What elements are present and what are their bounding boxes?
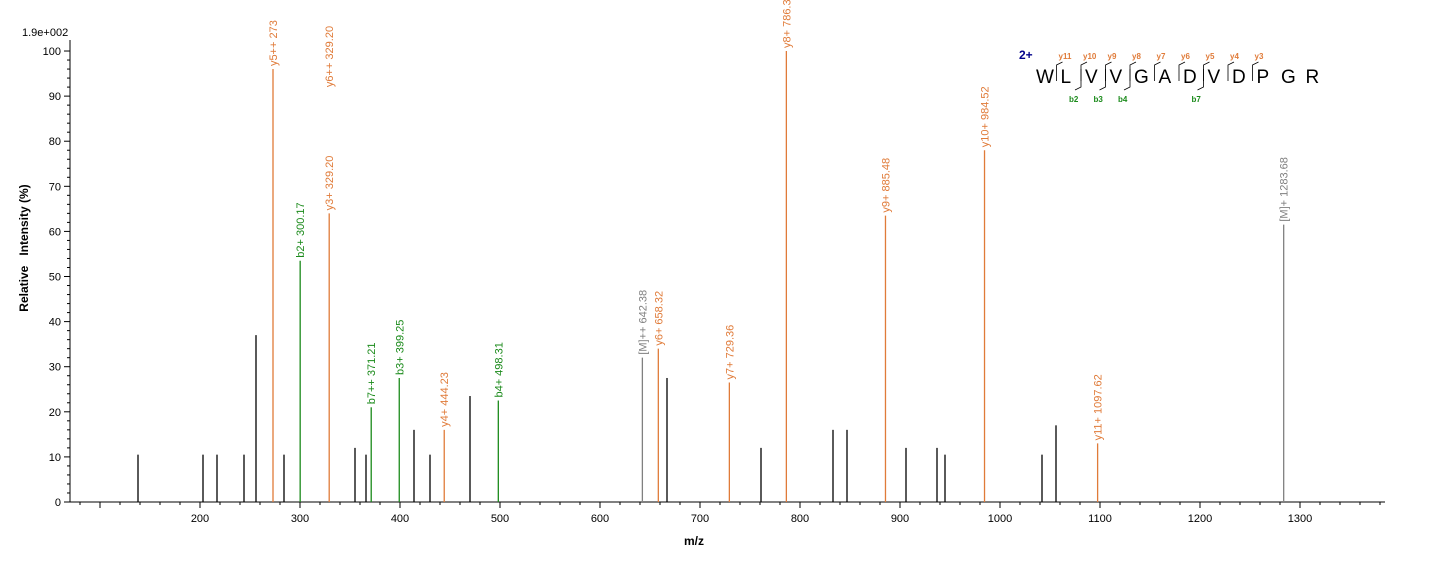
sequence-residue: A: [1159, 67, 1172, 88]
x-tick-label: 700: [691, 513, 709, 525]
x-tick-label: 500: [491, 513, 509, 525]
y-tick-label: 50: [49, 272, 61, 284]
peak-label: y9+ 885.48: [880, 158, 892, 213]
x-axis-title: m/z: [684, 534, 704, 548]
sequence-residue: L: [1061, 67, 1072, 88]
peak-label: y7+ 729.36: [724, 325, 736, 380]
peak-labels: y5++ 273 b2+ 300.17 y3+ 329.20 b7++ 371.21 b…: [268, 0, 1291, 440]
y-tick-label: 70: [49, 181, 61, 193]
b-ion-bracket: [1074, 69, 1082, 91]
y-tick-label: 90: [49, 91, 61, 103]
y-ion-label: y3: [1255, 52, 1264, 61]
y-ion-label: y11: [1059, 52, 1072, 61]
y-axis-title: Relative Intensity (%): [17, 184, 31, 311]
sequence-residue: R: [1306, 67, 1320, 88]
y-ion-label: y4: [1230, 52, 1239, 61]
peak-label: b3+ 399.25: [394, 320, 406, 375]
peak-label: b7++ 371.21: [366, 342, 378, 404]
charge-label: 2+: [1019, 48, 1033, 62]
peak-label: y8+ 786.36: [781, 0, 793, 48]
sequence-residue: V: [1110, 67, 1123, 88]
peak-label: [M]++ 642.38: [637, 290, 649, 355]
peak-label: [M]+ 1283.68: [1279, 157, 1291, 222]
y-ion-label: y10: [1083, 52, 1097, 61]
y-tick-label: 100: [43, 46, 61, 58]
y-tick-label: 30: [49, 362, 61, 374]
y-ion-bracket: [1227, 61, 1235, 81]
x-tick-label: 1100: [1088, 513, 1112, 525]
x-tick-label: 1200: [1188, 513, 1212, 525]
y-tick-label: 0: [55, 497, 61, 509]
b-ion-label: b2: [1069, 95, 1079, 104]
y-tick-label: 40: [49, 317, 61, 329]
y-ion-label: y8: [1132, 52, 1141, 61]
peak-label: y11+ 1097.62: [1093, 374, 1105, 440]
peak-label: y6++ 329.20: [324, 26, 336, 87]
b-ion-label: b4: [1118, 95, 1128, 104]
b-ion-bracket: [1197, 69, 1204, 91]
peak-label: b2+ 300.17: [295, 202, 307, 257]
b-ion-bracket: [1123, 69, 1131, 91]
x-tick-label: 900: [891, 513, 909, 525]
y-ion-bracket: [1056, 61, 1063, 81]
y-ion-bracket: [1252, 61, 1259, 81]
sequence-residue: D: [1183, 67, 1197, 88]
peak-label: y10+ 984.52: [980, 86, 992, 147]
b-ion-label: b3: [1094, 95, 1104, 104]
y-ion-bracket: [1154, 61, 1161, 81]
x-tick-label: 1000: [988, 513, 1012, 525]
y-tick-label: 60: [49, 226, 61, 238]
sequence-residue: P: [1257, 67, 1270, 88]
peak-label: b4+ 498.31: [493, 342, 505, 397]
sequence-residue: V: [1208, 67, 1221, 88]
y-tick-label: 80: [49, 136, 61, 148]
peak-label: y5++ 273: [268, 20, 280, 66]
y-tick-label: 10: [49, 452, 61, 464]
x-tick-label: 400: [391, 513, 409, 525]
b-ion-bracket: [1099, 69, 1106, 91]
sequence-residue: D: [1232, 67, 1246, 88]
x-tick-label: 300: [291, 513, 309, 525]
sequence-residue: G: [1281, 67, 1296, 88]
sequence-residue: V: [1085, 67, 1098, 88]
peak-label: y3+ 329.20: [324, 156, 336, 211]
y-tick-label: 20: [49, 407, 61, 419]
y-ion-bracket: [1178, 61, 1186, 81]
y-ion-label: y5: [1206, 52, 1215, 61]
b-ion-label: b7: [1192, 95, 1202, 104]
y-ion-label: y6: [1181, 52, 1190, 61]
peak-label: y6+ 658.32: [653, 291, 665, 346]
peaks: [137, 51, 1285, 502]
sequence-residue: G: [1134, 67, 1149, 88]
x-tick-label: 200: [191, 513, 209, 525]
x-tick-label: 600: [591, 513, 609, 525]
sequence-residue: W: [1036, 67, 1054, 88]
y-ion-label: y9: [1108, 52, 1117, 61]
x-tick-label: 1300: [1288, 513, 1312, 525]
peak-label: y4+ 444.23: [439, 372, 451, 427]
y-ion-label: y7: [1157, 52, 1166, 61]
x-tick-label: 800: [791, 513, 809, 525]
intensity-scale-label: 1.9e+002: [22, 27, 68, 39]
axes: 200 300 400 500 600 700 800 900 1000 1100 1200 1300…: [43, 40, 1385, 525]
